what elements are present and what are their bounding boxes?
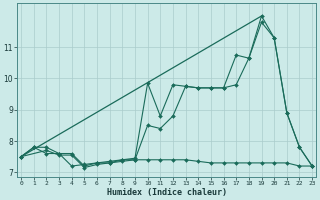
X-axis label: Humidex (Indice chaleur): Humidex (Indice chaleur)	[107, 188, 227, 197]
